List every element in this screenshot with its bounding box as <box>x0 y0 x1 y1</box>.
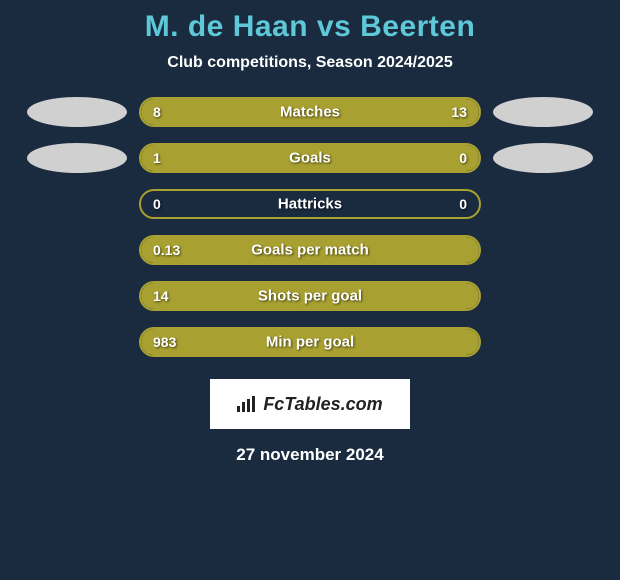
stat-bar: 983 Min per goal <box>139 327 481 357</box>
bar-segment-right <box>405 145 479 171</box>
stat-value-right: 0 <box>459 196 467 212</box>
date-label: 27 november 2024 <box>236 445 383 465</box>
stat-bar: 14 Shots per goal <box>139 281 481 311</box>
player-left-badge <box>27 97 127 127</box>
stat-value-left: 1 <box>153 150 161 166</box>
brand-text: FcTables.com <box>263 394 382 415</box>
stat-row: 0.13 Goals per match <box>0 235 620 265</box>
spacer <box>27 281 127 311</box>
spacer <box>27 235 127 265</box>
page-title: M. de Haan vs Beerten <box>145 10 476 44</box>
comparison-infographic: M. de Haan vs Beerten Club competitions,… <box>0 0 620 580</box>
stat-bar: 1 Goals 0 <box>139 143 481 173</box>
stat-row: 14 Shots per goal <box>0 281 620 311</box>
chart-icon <box>237 396 257 412</box>
spacer <box>493 327 593 357</box>
player-right-badge <box>493 97 593 127</box>
stat-row: 983 Min per goal <box>0 327 620 357</box>
stat-label: Hattricks <box>278 196 342 213</box>
stat-bar: 8 Matches 13 <box>139 97 481 127</box>
stat-label: Min per goal <box>266 334 354 351</box>
spacer <box>27 189 127 219</box>
stat-value-left: 0 <box>153 196 161 212</box>
stat-label: Matches <box>280 104 340 121</box>
page-subtitle: Club competitions, Season 2024/2025 <box>167 54 452 72</box>
stats-rows: 8 Matches 13 1 Goals 0 0 Hattricks 0 0.13 Goals pe… <box>0 97 620 357</box>
stat-label: Goals <box>289 150 331 167</box>
stat-value-left: 0.13 <box>153 242 180 258</box>
stat-row: 0 Hattricks 0 <box>0 189 620 219</box>
stat-row: 1 Goals 0 <box>0 143 620 173</box>
stat-value-left: 14 <box>153 288 169 304</box>
player-left-badge <box>27 143 127 173</box>
spacer <box>27 327 127 357</box>
stat-label: Goals per match <box>251 242 369 259</box>
stat-label: Shots per goal <box>258 288 362 305</box>
stat-value-left: 983 <box>153 334 176 350</box>
player-right-badge <box>493 143 593 173</box>
stat-value-right: 13 <box>451 104 467 120</box>
stat-bar: 0.13 Goals per match <box>139 235 481 265</box>
spacer <box>493 235 593 265</box>
spacer <box>493 281 593 311</box>
bar-segment-left <box>141 145 405 171</box>
stat-value-left: 8 <box>153 104 161 120</box>
stat-value-right: 0 <box>459 150 467 166</box>
brand-logo: FcTables.com <box>210 379 410 429</box>
stat-row: 8 Matches 13 <box>0 97 620 127</box>
stat-bar: 0 Hattricks 0 <box>139 189 481 219</box>
spacer <box>493 189 593 219</box>
